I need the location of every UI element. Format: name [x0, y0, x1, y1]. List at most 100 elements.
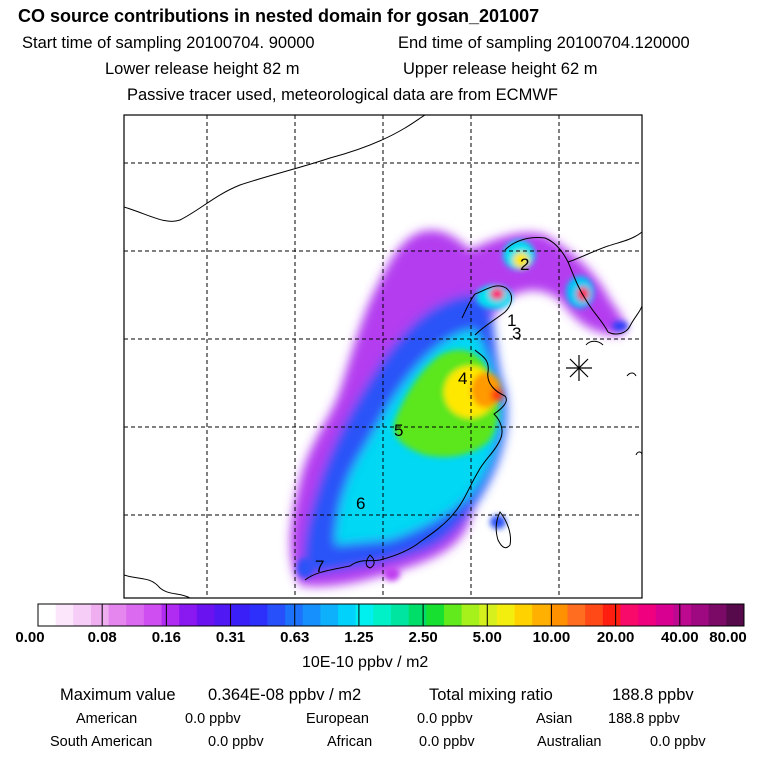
colorbar-units: 10E-10 ppbv / m2 — [302, 654, 429, 671]
colorbar-tick-label: 1.25 — [344, 629, 374, 646]
colorbar-frame — [37, 603, 745, 627]
colorbar-cell — [620, 604, 639, 626]
release-heights: Lower release height 82 m Upper release … — [105, 60, 705, 80]
colorbar-cell — [443, 604, 463, 626]
colorbar-cell — [214, 604, 233, 626]
source-value-african: 0.0 ppbv — [419, 734, 475, 750]
colorbar — [37, 603, 745, 627]
hotspot-korea-blue — [612, 321, 628, 331]
region-labels: 1 2 3 4 5 6 7 — [315, 255, 529, 576]
colorbar-cell — [373, 604, 392, 626]
region-label-5: 5 — [394, 421, 403, 440]
end-time: End time of sampling 20100704.120000 — [398, 34, 690, 52]
colorbar-cell — [567, 604, 586, 626]
colorbar-tick-label: 20.00 — [596, 629, 635, 646]
colorbar-cell — [408, 604, 427, 626]
hotspot-south-magenta — [384, 567, 400, 581]
colorbar-cell — [90, 604, 110, 626]
colorbar-tick-label: 2.50 — [408, 629, 438, 646]
hotspot-taiwan — [490, 515, 506, 529]
region-label-2: 2 — [520, 255, 529, 274]
colorbar-cell — [143, 604, 163, 626]
hotspot-2-yellow — [513, 252, 529, 268]
colorbar-tick-label: 0.31 — [215, 629, 246, 646]
colorbar-cell — [267, 604, 286, 626]
colorbar-cell — [249, 604, 268, 626]
contribution-map: 1 2 3 4 5 6 7 — [123, 114, 643, 599]
colorbar-cell — [38, 604, 57, 626]
colorbar-cell — [673, 604, 692, 626]
colorbar-cell — [391, 604, 410, 626]
source-value-asian: 188.8 ppbv — [608, 711, 680, 727]
region-label-6: 6 — [356, 494, 365, 513]
region-label-7: 7 — [315, 557, 324, 576]
upper-release-height: Upper release height 62 m — [403, 60, 598, 78]
plume-red — [491, 388, 503, 402]
colorbar-cell — [320, 604, 339, 626]
colorbar-cell — [496, 604, 516, 626]
source-value-european: 0.0 ppbv — [417, 711, 473, 727]
colorbar-tick-label: 5.00 — [472, 629, 502, 646]
colorbar-cell — [302, 604, 321, 626]
colorbar-cell — [602, 604, 621, 626]
colorbar-cell — [585, 604, 604, 626]
colorbar-tick-label: 0.00 — [15, 629, 45, 646]
plot-title: CO source contributions in nested domain… — [18, 6, 540, 26]
colorbar-cell — [126, 604, 145, 626]
colorbar-tick-label: 0.08 — [87, 629, 117, 646]
colorbar-cell — [708, 604, 727, 626]
colorbar-cell — [514, 604, 533, 626]
colorbar-cell — [73, 604, 92, 626]
colorbar-cell — [461, 604, 480, 626]
colorbar-cell — [638, 604, 657, 626]
source-name-african: African — [327, 734, 373, 750]
region-label-1: 1 — [507, 311, 516, 330]
colorbar-cells — [38, 604, 745, 626]
tracer-note: Passive tracer used, meteorological data… — [127, 86, 558, 104]
colorbar-cell — [55, 604, 74, 626]
total-mixing-label: Total mixing ratio — [429, 686, 553, 704]
source-name-european: European — [306, 711, 369, 727]
colorbar-cell — [108, 604, 127, 626]
source-value-american: 0.0 ppbv — [185, 711, 241, 727]
plume — [290, 230, 628, 587]
colorbar-cell — [179, 604, 198, 626]
colorbar-cell — [232, 604, 251, 626]
total-mixing-value: 188.8 ppbv — [612, 686, 694, 704]
colorbar-cell — [285, 604, 304, 626]
source-value-south-american: 0.0 ppbv — [208, 734, 264, 750]
source-name-south-american: South American — [50, 734, 153, 750]
max-value-label: Maximum value — [60, 686, 176, 704]
max-value: 0.364E-08 ppbv / m2 — [208, 686, 362, 704]
colorbar-cell — [161, 604, 180, 626]
colorbar-tick-label: 0.16 — [151, 629, 181, 646]
source-name-australian: Australian — [537, 734, 602, 750]
colorbar-cell — [196, 604, 215, 626]
colorbar-cell — [691, 604, 710, 626]
lower-release-height: Lower release height 82 m — [105, 60, 300, 78]
colorbar-cell — [549, 604, 568, 626]
colorbar-cell — [479, 604, 498, 626]
start-time: Start time of sampling 20100704. 90000 — [22, 34, 315, 52]
colorbar-tick-label: 80.00 — [709, 629, 747, 646]
colorbar-tick-label: 0.63 — [280, 629, 310, 646]
colorbar-tick-label: 40.00 — [661, 629, 699, 646]
region-label-4: 4 — [458, 369, 467, 388]
receptor-star-marker — [566, 355, 592, 381]
coastlines — [124, 115, 642, 598]
colorbar-cell — [426, 604, 445, 626]
colorbar-cell — [338, 604, 357, 626]
colorbar-cell — [655, 604, 674, 626]
lat-lon-grid — [124, 115, 642, 598]
region-label-3: 3 — [512, 324, 521, 343]
source-value-australian: 0.0 ppbv — [650, 734, 706, 750]
colorbar-cell — [532, 604, 551, 626]
colorbar-cell — [726, 604, 745, 626]
source-name-american: American — [76, 711, 138, 727]
hotspot-1-red — [490, 288, 504, 300]
hotspot-south-blue — [297, 558, 313, 578]
colorbar-cell — [355, 604, 374, 626]
map-frame — [123, 114, 643, 599]
source-name-asian: Asian — [536, 711, 573, 727]
colorbar-tick-label: 10.00 — [532, 629, 571, 646]
